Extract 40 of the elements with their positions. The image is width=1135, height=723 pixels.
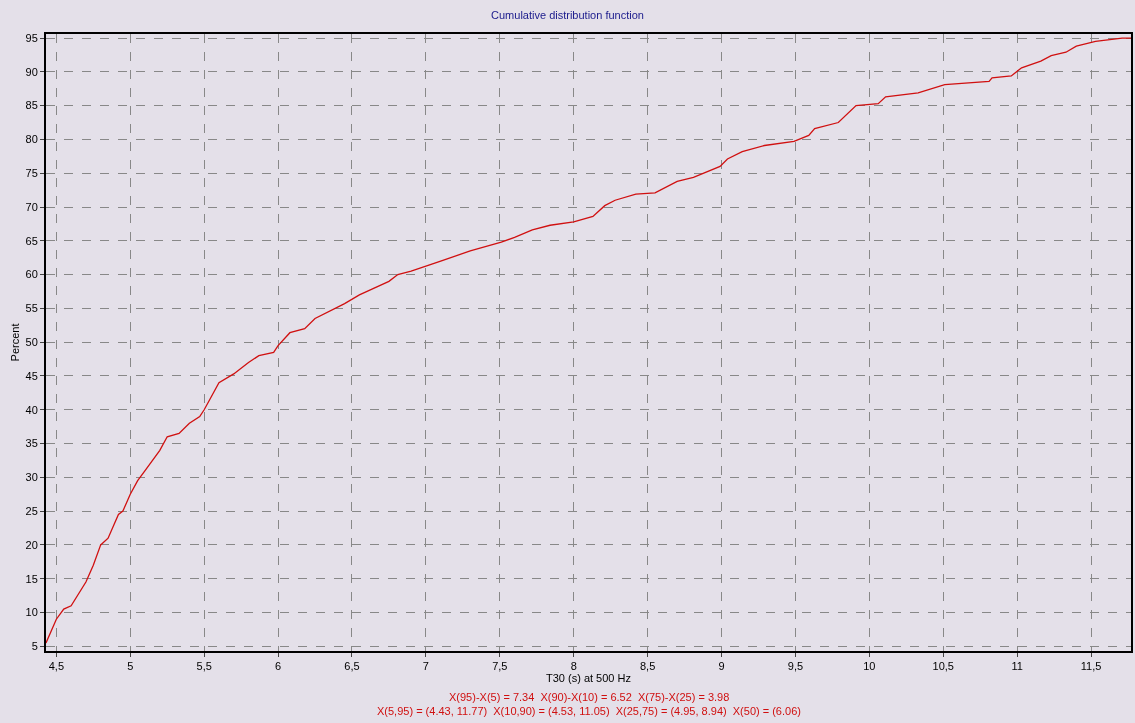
y-tick-label: 45 [25, 369, 38, 382]
x-tick-label: 5 [127, 660, 134, 673]
y-tick-label: 95 [25, 31, 38, 44]
x-tick-label: 10 [863, 660, 876, 673]
y-tick-label: 50 [25, 336, 38, 349]
x-tick-label: 5,5 [196, 660, 212, 673]
x-tick-label: 9,5 [787, 660, 804, 673]
x-tick-label: 9 [718, 660, 725, 673]
y-tick-label: 85 [25, 99, 38, 112]
y-tick-label: 35 [25, 437, 38, 450]
y-tick-label: 65 [25, 234, 38, 247]
y-tick-label: 5 [31, 640, 38, 653]
y-tick-label: 55 [25, 302, 38, 315]
text: X(5,95) = (4.43, 11.77) X(10,90) = (4.53, 11.05) X(25,75) = (4.95, 8.94) X(50) = (6.06) [377, 705, 801, 717]
line-series [46, 37, 1131, 644]
y-tick-label: 75 [25, 167, 38, 180]
chart-title: Cumulative distribution function [491, 8, 644, 21]
x-tick-label: 6,5 [344, 660, 360, 673]
x-tick-label: 11 [1011, 660, 1023, 673]
y-tick-label: 10 [25, 606, 38, 619]
y-tick-label: 25 [25, 504, 38, 517]
x-tick-label: 8 [570, 660, 577, 673]
x-tick-label: 11,5 [1080, 660, 1102, 673]
x-tick-label: 10,5 [932, 660, 954, 673]
y-tick-label: 80 [25, 133, 38, 146]
y-tick-label: 30 [25, 471, 38, 484]
y-tick-label: 40 [25, 403, 38, 416]
y-tick-label: 90 [25, 65, 38, 78]
x-tick-label: 6 [275, 660, 282, 673]
y-tick-label: 20 [25, 538, 38, 551]
x-tick-label: 8,5 [639, 660, 656, 673]
x-axis-title: T30 (s) at 500 Hz [546, 672, 631, 685]
x-tick-label: 4,5 [48, 660, 64, 673]
text: X(95)-X(5) = 7.34 X(90)-X(10) = 6.52 X(75)-X(25) = 3.98 [449, 691, 730, 703]
x-tick-label: 7,5 [492, 660, 508, 673]
y-tick-label: 60 [25, 268, 38, 281]
x-tick-label: 7 [422, 660, 429, 673]
y-tick-label: 70 [25, 200, 38, 213]
y-tick-label: 15 [25, 572, 38, 585]
y-axis-title: Percent [8, 323, 21, 362]
